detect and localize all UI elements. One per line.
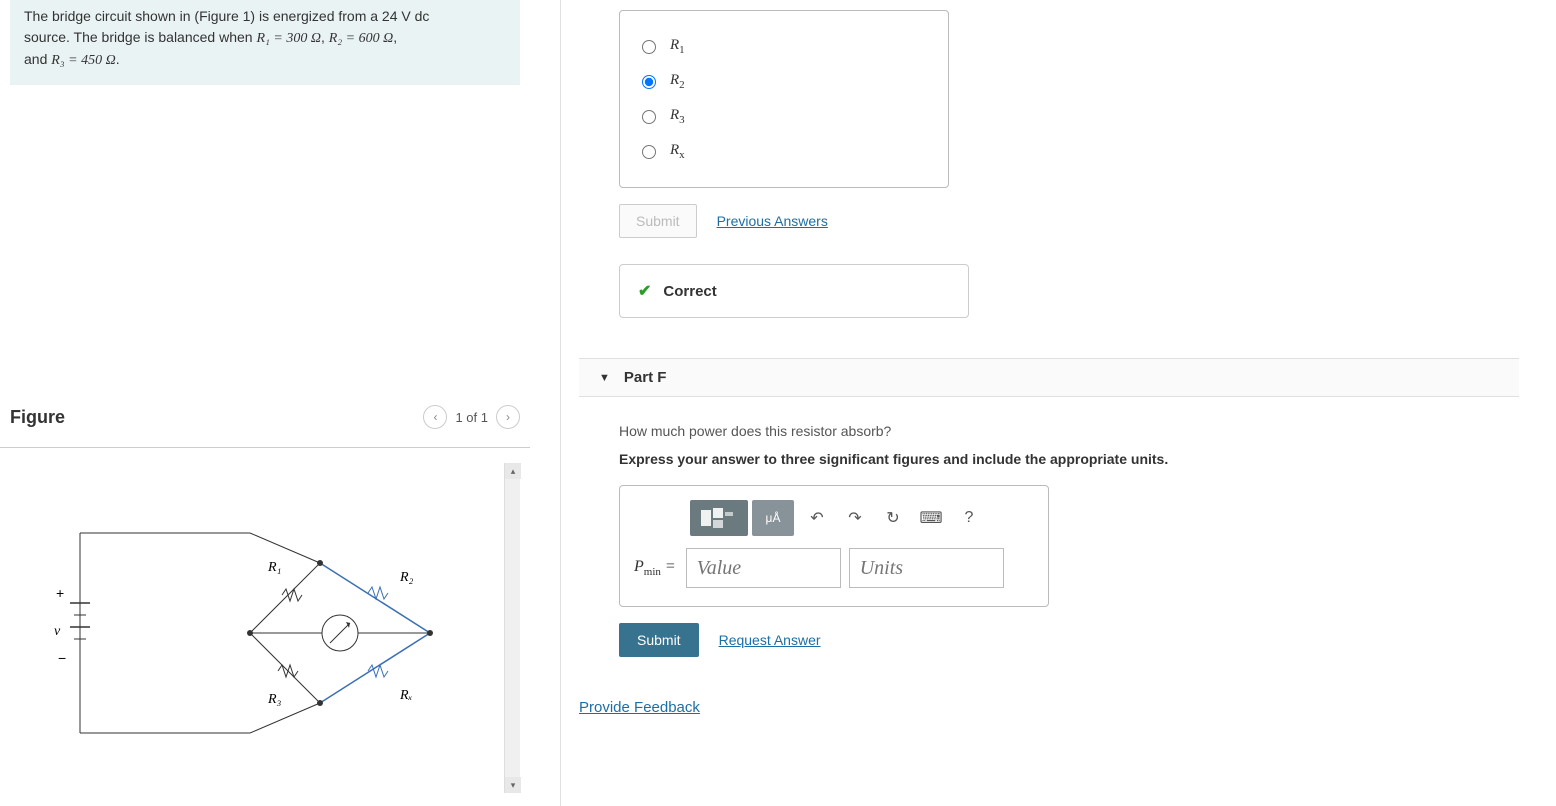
option-rx-label: Rx <box>670 142 685 161</box>
units-button[interactable]: μÅ <box>752 500 794 536</box>
radio-r2[interactable] <box>642 75 656 89</box>
part-f-header[interactable]: ▼ Part F <box>579 358 1519 397</box>
keyboard-button[interactable]: ⌨ <box>916 503 946 533</box>
variable-label: Pmin = <box>634 558 678 578</box>
answer-options: R1 R2 R3 Rx <box>619 10 949 188</box>
undo-button[interactable]: ↶ <box>802 503 832 533</box>
templates-button[interactable] <box>690 500 748 536</box>
problem-line3a: and <box>24 51 51 67</box>
figure-title: Figure <box>10 407 65 428</box>
scroll-down-button[interactable]: ▾ <box>505 777 521 793</box>
radio-rx[interactable] <box>642 145 656 159</box>
option-r2[interactable]: R2 <box>642 64 926 99</box>
caret-down-icon: ▼ <box>599 372 610 384</box>
svg-text:v: v <box>54 624 61 639</box>
svg-text:R₂: R₂ <box>399 570 414 585</box>
option-r3[interactable]: R3 <box>642 99 926 134</box>
figure-nav: ‹ 1 of 1 › <box>423 405 520 429</box>
answer-input-row: Pmin = <box>620 548 1048 588</box>
part-f-title: Part F <box>624 369 667 386</box>
problem-line2a: source. The bridge is balanced when <box>24 29 256 45</box>
problem-line1: The bridge circuit shown in (Figure 1) i… <box>24 8 429 24</box>
option-rx[interactable]: Rx <box>642 134 926 169</box>
part-f-instruction: Express your answer to three significant… <box>619 451 1540 467</box>
scroll-up-button[interactable]: ▴ <box>505 463 521 479</box>
option-r3-label: R3 <box>670 107 685 126</box>
reset-button[interactable]: ↻ <box>878 503 908 533</box>
submit-button-disabled: Submit <box>619 204 697 238</box>
figure-header: Figure ‹ 1 of 1 › <box>0 405 530 448</box>
option-r1-label: R1 <box>670 37 685 56</box>
figure-next-button[interactable]: › <box>496 405 520 429</box>
previous-answers-link[interactable]: Previous Answers <box>717 213 828 229</box>
svg-text:R₁: R₁ <box>267 560 281 575</box>
submit-row-f: Submit Request Answer <box>619 623 1540 657</box>
svg-text:R₃: R₃ <box>267 692 282 707</box>
input-toolbar: μÅ ↶ ↷ ↻ ⌨ ? <box>620 500 1048 548</box>
correct-label: Correct <box>663 283 716 300</box>
check-icon: ✔ <box>638 281 651 301</box>
problem-statement: The bridge circuit shown in (Figure 1) i… <box>10 0 520 85</box>
part-f-question: How much power does this resistor absorb… <box>619 423 1540 439</box>
help-button[interactable]: ? <box>954 503 984 533</box>
provide-feedback-link[interactable]: Provide Feedback <box>579 699 700 716</box>
value-input[interactable] <box>686 548 841 588</box>
figure-area: + − v R₁ R₂ R₃ Rₓ <box>10 463 520 793</box>
figure-scrollbar[interactable]: ▴ ▾ <box>504 463 520 793</box>
svg-text:+: + <box>56 585 64 601</box>
svg-text:−: − <box>58 650 66 666</box>
submit-button[interactable]: Submit <box>619 623 699 657</box>
svg-text:Rₓ: Rₓ <box>399 688 413 703</box>
option-r1[interactable]: R1 <box>642 29 926 64</box>
answer-input-box: μÅ ↶ ↷ ↻ ⌨ ? Pmin = <box>619 485 1049 607</box>
submit-row-e: Submit Previous Answers <box>619 204 1540 238</box>
figure-nav-label: 1 of 1 <box>455 410 488 425</box>
problem-r3: R₃ = 450 Ω <box>51 53 116 68</box>
redo-button[interactable]: ↷ <box>840 503 870 533</box>
request-answer-link[interactable]: Request Answer <box>719 632 821 648</box>
circuit-diagram: + − v R₁ R₂ R₃ Rₓ <box>50 503 470 763</box>
problem-r2: R₂ = 600 Ω <box>329 31 394 46</box>
figure-prev-button[interactable]: ‹ <box>423 405 447 429</box>
radio-r3[interactable] <box>642 110 656 124</box>
option-r2-label: R2 <box>670 72 685 91</box>
problem-r1: R₁ = 300 Ω <box>256 31 321 46</box>
correct-feedback: ✔ Correct <box>619 264 969 318</box>
units-input[interactable] <box>849 548 1004 588</box>
radio-r1[interactable] <box>642 40 656 54</box>
